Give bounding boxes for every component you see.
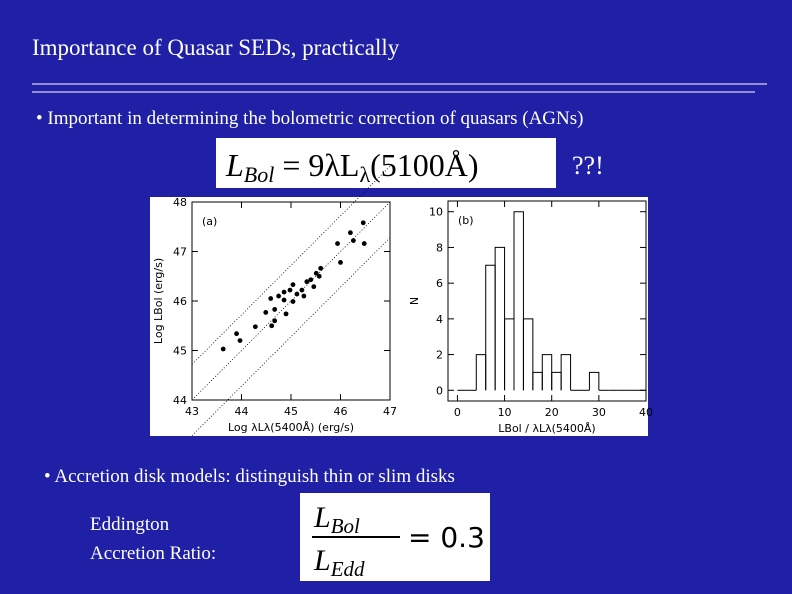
point [290,282,296,288]
point [299,287,305,293]
eq-part: (5100Å) [370,147,478,183]
y-tick-label: 2 [436,349,443,362]
chart-panel [430,197,648,436]
point [350,238,356,244]
x-tick-label: 47 [383,405,397,418]
eq-sub: Bol [331,514,360,538]
label: Eddington [90,514,170,535]
y-tick-label: 4 [436,313,443,326]
x-tick-label: 0 [454,406,461,419]
point [313,270,319,276]
point [237,338,243,343]
eq-part: L [313,501,331,534]
point [263,309,269,315]
x-tick-label: 44 [235,405,249,418]
y-tick-label: 46 [173,295,187,308]
point [290,299,296,304]
bullet: • Accretion disk models: distinguish thi… [44,466,455,487]
hist-bar [588,371,600,391]
eq-part: = 9λL [274,147,359,183]
x-tick-label: 43 [185,405,199,418]
x-tick-label: 45 [284,405,298,418]
x-tick-label: 10 [498,406,512,419]
eq-sub: Bol [244,162,275,187]
y-tick-label: 6 [436,277,443,290]
panel-label: (b) [458,214,474,227]
point [281,297,287,303]
point [338,259,343,265]
point [272,307,278,312]
chart-panel [150,197,430,436]
x-axis-label: LBol / λLλ(5400Å) [498,422,595,435]
point [348,230,353,236]
equation-box [216,138,556,188]
y-axis-label: N [408,297,421,305]
y-tick-label: 10 [429,206,443,219]
y-tick-label: 45 [173,345,187,358]
point [311,284,317,290]
point [294,291,300,297]
point [276,293,282,299]
equation-denominator: LEdd [313,544,365,581]
hist-bar [513,211,524,391]
point [335,241,340,246]
eq-part: L [225,147,244,183]
hist-bar [522,318,534,391]
point [301,293,307,299]
remark: ??! [572,151,604,180]
point [360,220,366,226]
y-tick-label: 48 [173,196,187,209]
point [252,324,258,330]
slide-title: Importance of Quasar SEDs, practically [32,35,400,60]
point [318,265,324,271]
bullet: • Important in determining the bolometri… [36,108,583,129]
point [234,331,239,337]
y-tick-label: 0 [436,384,443,397]
point [283,311,289,317]
point [361,241,367,246]
point [220,346,226,352]
label: Accretion Ratio: [90,543,216,564]
equation-numerator: LBol [313,501,360,538]
x-tick-label: 20 [545,406,559,419]
x-tick-label: 40 [639,406,653,419]
eq-sub: λ [359,162,370,187]
point [269,323,275,329]
equation-rhs: = 0.3 [408,521,485,554]
eq-part: L [313,544,331,577]
equation: LBol = 9λLλ(5100Å) [225,147,479,187]
y-tick-label: 8 [436,241,443,254]
plot-frame [447,200,647,402]
x-tick-label: 46 [334,405,348,418]
point [268,296,274,301]
panel-label: (a) [202,215,217,228]
y-tick-label: 44 [173,394,187,407]
point [308,277,314,283]
x-axis-label: Log λLλ(5400Å) (erg/s) [228,421,354,434]
point [272,318,278,324]
x-tick-label: 30 [592,406,606,419]
hist-bar [560,354,572,391]
y-axis-label: Log LBol (erg/s) [152,258,165,344]
point [316,273,322,279]
y-tick-label: 47 [173,246,187,259]
point [287,287,293,293]
eq-sub: Edd [330,557,365,581]
point [304,279,310,285]
point [281,289,287,295]
